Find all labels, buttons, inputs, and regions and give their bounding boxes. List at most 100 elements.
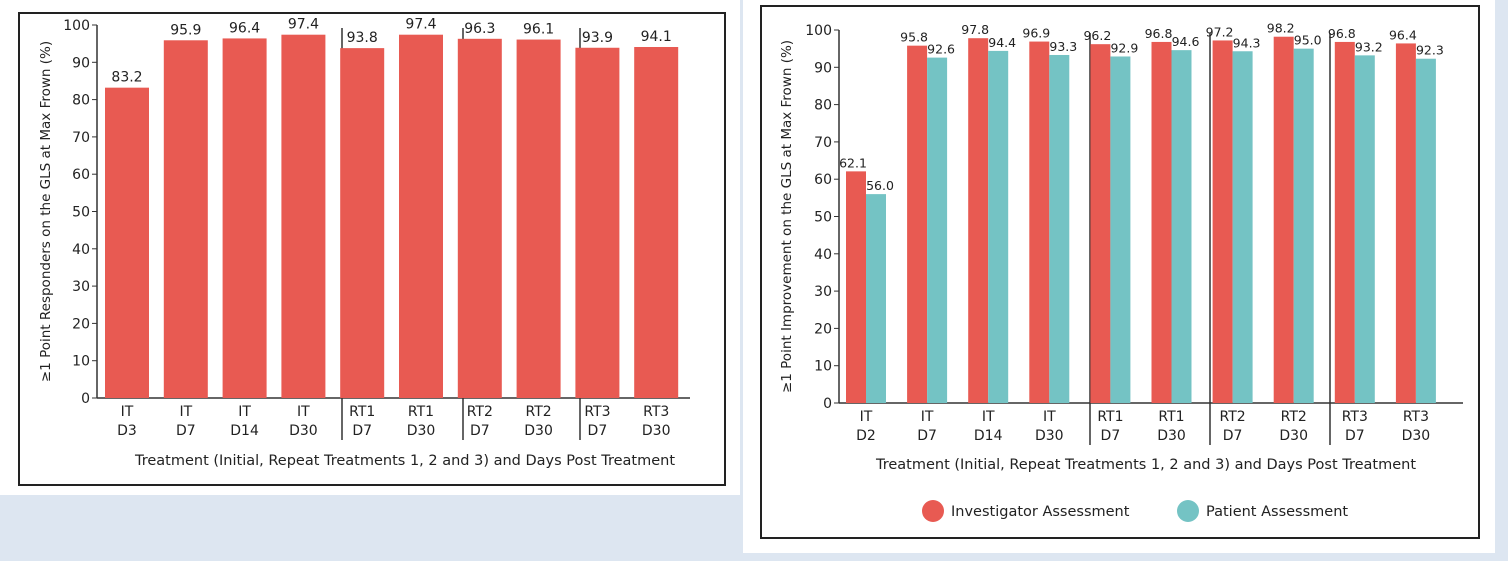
- y-tick-label: 10: [72, 354, 90, 370]
- data-label: 96.4: [229, 20, 260, 36]
- bar: [968, 38, 989, 404]
- data-label: 94.6: [1172, 34, 1200, 49]
- bar: [1395, 43, 1416, 403]
- data-label: 93.9: [582, 30, 613, 46]
- x-tick-label-treatment: RT2: [1281, 409, 1307, 425]
- bar: [163, 40, 208, 398]
- bar: [1273, 36, 1294, 404]
- bar: [1090, 44, 1111, 403]
- chart-border: [760, 5, 1480, 539]
- x-tick-label-day: D3: [117, 423, 137, 439]
- x-tick-label-treatment: RT2: [1220, 409, 1246, 425]
- x-tick-label-treatment: IT: [238, 404, 251, 420]
- y-tick-label: 50: [72, 205, 90, 221]
- data-label: 93.2: [1355, 39, 1383, 54]
- y-tick-label: 60: [72, 167, 90, 183]
- x-tick-label-day: D2: [856, 428, 876, 444]
- bar: [907, 45, 928, 403]
- y-tick-label: 70: [814, 135, 832, 151]
- data-label: 92.9: [1110, 40, 1138, 55]
- data-label: 92.3: [1416, 43, 1444, 58]
- bar: [105, 87, 149, 398]
- x-tick-label-day: D7: [1223, 428, 1243, 444]
- bar: [1232, 51, 1253, 404]
- x-tick-label-treatment: IT: [921, 409, 934, 425]
- data-label: 62.1: [839, 155, 867, 170]
- x-tick-label-day: D7: [917, 428, 937, 444]
- improvement-chart: 0 10 20 30 40 50 60 70 80 90 100 ≥1 Point Improveme…: [760, 5, 1480, 539]
- data-label: 92.6: [927, 42, 955, 57]
- y-tick-label: 90: [72, 55, 90, 71]
- bar: [399, 34, 443, 398]
- x-tick-label-treatment: RT3: [1403, 409, 1429, 425]
- data-label: 56.0: [866, 178, 894, 193]
- x-tick-label-treatment: IT: [860, 409, 873, 425]
- y-tick-label: 40: [814, 247, 832, 263]
- y-tick-label: 20: [72, 316, 90, 332]
- bar: [516, 39, 561, 399]
- data-label: 96.1: [523, 22, 554, 38]
- chart-panel-responders: 0 10 20 30 40 50 60 70 80 90 100 ≥1 Point Responder…: [0, 0, 740, 495]
- x-tick-label-day: D7: [1345, 428, 1365, 444]
- bar: [1110, 56, 1131, 403]
- x-tick-label-treatment: RT1: [349, 404, 375, 420]
- data-label: 83.2: [111, 70, 142, 86]
- x-tick-label-treatment: RT2: [467, 404, 493, 420]
- bar: [846, 171, 866, 403]
- y-tick-label: 30: [72, 279, 90, 295]
- x-tick-label-day: D7: [588, 423, 608, 439]
- data-label: 97.4: [405, 17, 436, 33]
- bar: [634, 47, 679, 399]
- bar: [866, 194, 886, 403]
- x-tick-label-day: D14: [974, 428, 1003, 444]
- data-label: 94.3: [1233, 35, 1261, 50]
- legend-label: Investigator Assessment: [951, 504, 1130, 520]
- y-tick-label: 60: [814, 172, 832, 188]
- x-axis-title: Treatment (Initial, Repeat Treatments 1,…: [134, 453, 675, 469]
- data-label: 97.4: [288, 17, 319, 33]
- y-tick-label: 30: [814, 284, 832, 300]
- y-tick-label: 80: [814, 98, 832, 114]
- data-label: 96.2: [1083, 28, 1111, 43]
- x-tick-label-treatment: RT1: [1097, 409, 1123, 425]
- y-tick-label: 50: [814, 210, 832, 226]
- bar: [1212, 40, 1233, 403]
- bar: [1334, 41, 1355, 403]
- data-label: 96.4: [1389, 27, 1417, 42]
- x-tick-label-day: D7: [352, 423, 372, 439]
- bar: [222, 38, 267, 398]
- x-tick-label-treatment: RT1: [1158, 409, 1184, 425]
- chart-panel-improvement: 0 10 20 30 40 50 60 70 80 90 100 ≥1 Point Improveme…: [743, 0, 1495, 553]
- x-tick-label-day: D7: [176, 423, 196, 439]
- x-tick-label-treatment: RT3: [1342, 409, 1368, 425]
- x-tick-label-day: D30: [1279, 428, 1308, 444]
- data-label: 96.8: [1328, 26, 1356, 41]
- data-label: 95.0: [1294, 33, 1322, 48]
- data-label: 95.9: [170, 22, 201, 38]
- bar: [1029, 41, 1050, 404]
- legend-label: Patient Assessment: [1206, 504, 1348, 520]
- x-tick-label-day: D7: [470, 423, 490, 439]
- y-tick-label: 0: [81, 391, 90, 407]
- x-tick-label-treatment: IT: [297, 404, 310, 420]
- x-tick-label-day: D30: [1035, 428, 1064, 444]
- x-tick-label-treatment: IT: [982, 409, 995, 425]
- x-tick-label-treatment: RT3: [584, 404, 610, 420]
- bar: [457, 38, 502, 399]
- x-tick-label-day: D30: [1157, 428, 1186, 444]
- bar: [1293, 48, 1314, 404]
- bar: [988, 50, 1009, 403]
- x-tick-label-day: D30: [642, 423, 671, 439]
- data-label: 94.4: [988, 35, 1016, 50]
- y-tick-label: 100: [805, 23, 832, 39]
- y-tick-label: 90: [814, 60, 832, 76]
- x-tick-label-treatment: IT: [121, 404, 134, 420]
- bar: [1049, 54, 1070, 404]
- x-tick-label-treatment: RT2: [526, 404, 552, 420]
- y-tick-label: 40: [72, 242, 90, 258]
- bar: [281, 34, 326, 398]
- x-tick-label-day: D7: [1101, 428, 1121, 444]
- x-tick-label-treatment: IT: [179, 404, 192, 420]
- bar: [1415, 58, 1436, 403]
- x-tick-label-day: D30: [524, 423, 553, 439]
